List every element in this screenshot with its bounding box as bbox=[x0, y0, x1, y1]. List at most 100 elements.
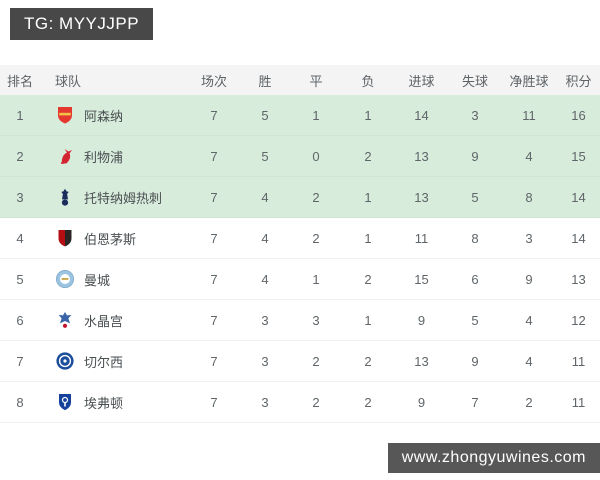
column-header-9: 积分 bbox=[565, 73, 592, 89]
team-cell: 埃弗顿 bbox=[40, 392, 188, 412]
won-cell: 3 bbox=[261, 394, 269, 410]
team-cell: 水晶宫 bbox=[40, 310, 188, 330]
column-header-4: 平 bbox=[309, 73, 323, 89]
drawn-cell: 2 bbox=[312, 189, 320, 205]
played-cell: 7 bbox=[210, 271, 218, 287]
goals-for-cell: 9 bbox=[417, 312, 426, 328]
played-cell: 7 bbox=[210, 353, 218, 369]
table-row-4: 4 伯恩茅斯 7 4 2 1 11 8 3 14 bbox=[0, 218, 600, 259]
played-cell: 7 bbox=[210, 230, 218, 246]
lost-cell: 1 bbox=[364, 189, 372, 205]
won-cell: 4 bbox=[261, 189, 269, 205]
chelsea-crest-icon bbox=[55, 351, 75, 371]
column-header-2: 场次 bbox=[200, 73, 227, 89]
table-row-3: 3 托特纳姆热刺 7 4 2 1 13 5 8 14 bbox=[0, 177, 600, 218]
lost-cell: 2 bbox=[364, 394, 372, 410]
points-cell: 11 bbox=[571, 394, 586, 410]
rank-cell: 7 bbox=[16, 353, 24, 369]
lost-cell: 2 bbox=[364, 148, 372, 164]
column-header-5: 负 bbox=[361, 73, 375, 89]
goals-for-cell: 13 bbox=[414, 189, 429, 205]
goals-for-cell: 13 bbox=[414, 353, 429, 369]
team-name: 伯恩茅斯 bbox=[84, 231, 137, 247]
table-row-1: 1 阿森纳 7 5 1 1 14 3 11 16 bbox=[0, 95, 600, 136]
won-cell: 5 bbox=[261, 107, 269, 123]
table-row-5: 5 曼城 7 4 1 2 15 6 9 13 bbox=[0, 259, 600, 300]
palace-crest-icon bbox=[55, 310, 75, 330]
rank-cell: 1 bbox=[16, 107, 24, 123]
goals-against-cell: 5 bbox=[471, 312, 479, 328]
goal-diff-cell: 8 bbox=[525, 189, 533, 205]
liverpool-crest-icon bbox=[55, 146, 75, 166]
goals-for-cell: 11 bbox=[414, 230, 429, 246]
arsenal-crest-icon bbox=[55, 105, 75, 125]
table-row-8: 8 埃弗顿 7 3 2 2 9 7 2 11 bbox=[0, 382, 600, 423]
drawn-cell: 3 bbox=[312, 312, 320, 328]
goal-diff-cell: 3 bbox=[525, 230, 533, 246]
drawn-cell: 2 bbox=[312, 230, 320, 246]
won-cell: 3 bbox=[261, 312, 269, 328]
table-body: 1 阿森纳 7 5 1 1 14 3 11 16 2 利物浦 7 5 0 2 1… bbox=[0, 95, 600, 423]
column-header-8: 净胜球 bbox=[509, 73, 549, 89]
rank-cell: 2 bbox=[16, 148, 24, 164]
everton-crest-icon bbox=[55, 392, 75, 412]
lost-cell: 2 bbox=[364, 353, 372, 369]
won-cell: 4 bbox=[261, 230, 269, 246]
team-cell: 切尔西 bbox=[40, 351, 188, 371]
goals-for-cell: 13 bbox=[414, 148, 429, 164]
points-cell: 12 bbox=[571, 312, 586, 328]
team-name: 水晶宫 bbox=[84, 313, 124, 329]
points-cell: 15 bbox=[571, 148, 586, 164]
drawn-cell: 1 bbox=[312, 107, 320, 123]
goals-against-cell: 7 bbox=[471, 394, 479, 410]
website-watermark-banner: www.zhongyuwines.com bbox=[387, 443, 600, 473]
team-cell: 阿森纳 bbox=[40, 105, 188, 125]
drawn-cell: 1 bbox=[312, 271, 320, 287]
column-header-1: 球队 bbox=[55, 73, 82, 89]
team-cell: 伯恩茅斯 bbox=[40, 228, 188, 248]
table-row-7: 7 切尔西 7 3 2 2 13 9 4 11 bbox=[0, 341, 600, 382]
rank-cell: 3 bbox=[16, 189, 24, 205]
goals-against-cell: 3 bbox=[471, 107, 479, 123]
column-header-0: 排名 bbox=[6, 73, 33, 89]
column-header-3: 胜 bbox=[258, 73, 272, 89]
drawn-cell: 2 bbox=[312, 394, 320, 410]
goals-for-cell: 9 bbox=[417, 394, 426, 410]
drawn-cell: 0 bbox=[312, 148, 320, 164]
played-cell: 7 bbox=[210, 312, 218, 328]
lost-cell: 1 bbox=[364, 230, 372, 246]
team-name: 曼城 bbox=[84, 272, 111, 288]
table-row-2: 2 利物浦 7 5 0 2 13 9 4 15 bbox=[0, 136, 600, 177]
team-cell: 利物浦 bbox=[40, 146, 188, 166]
played-cell: 7 bbox=[210, 148, 218, 164]
played-cell: 7 bbox=[210, 107, 218, 123]
team-cell: 曼城 bbox=[40, 269, 188, 289]
points-cell: 14 bbox=[571, 230, 586, 246]
drawn-cell: 2 bbox=[312, 353, 320, 369]
team-name: 托特纳姆热刺 bbox=[84, 190, 163, 206]
tottenham-crest-icon bbox=[55, 187, 75, 207]
goal-diff-cell: 9 bbox=[525, 271, 533, 287]
goals-for-cell: 14 bbox=[414, 107, 429, 123]
played-cell: 7 bbox=[210, 394, 218, 410]
points-cell: 13 bbox=[571, 271, 586, 287]
table-header-row: 排名 球队 场次 胜 平 负 进球 失球 净胜球 积分 bbox=[0, 65, 600, 95]
team-name: 埃弗顿 bbox=[84, 395, 124, 411]
goal-diff-cell: 4 bbox=[525, 148, 533, 164]
won-cell: 5 bbox=[261, 148, 269, 164]
rank-cell: 5 bbox=[16, 271, 24, 287]
mancity-crest-icon bbox=[55, 269, 75, 289]
table-row-6: 6 水晶宫 7 3 3 1 9 5 4 12 bbox=[0, 300, 600, 341]
goal-diff-cell: 11 bbox=[522, 107, 536, 123]
team-cell: 托特纳姆热刺 bbox=[40, 187, 188, 207]
won-cell: 4 bbox=[261, 271, 269, 287]
goals-against-cell: 9 bbox=[471, 353, 479, 369]
points-cell: 16 bbox=[571, 107, 586, 123]
team-name: 切尔西 bbox=[84, 354, 124, 370]
goal-diff-cell: 4 bbox=[525, 353, 533, 369]
rank-cell: 8 bbox=[16, 394, 24, 410]
goals-against-cell: 8 bbox=[471, 230, 479, 246]
team-name: 阿森纳 bbox=[84, 108, 124, 124]
goals-against-cell: 5 bbox=[471, 189, 479, 205]
team-name: 利物浦 bbox=[84, 149, 124, 165]
